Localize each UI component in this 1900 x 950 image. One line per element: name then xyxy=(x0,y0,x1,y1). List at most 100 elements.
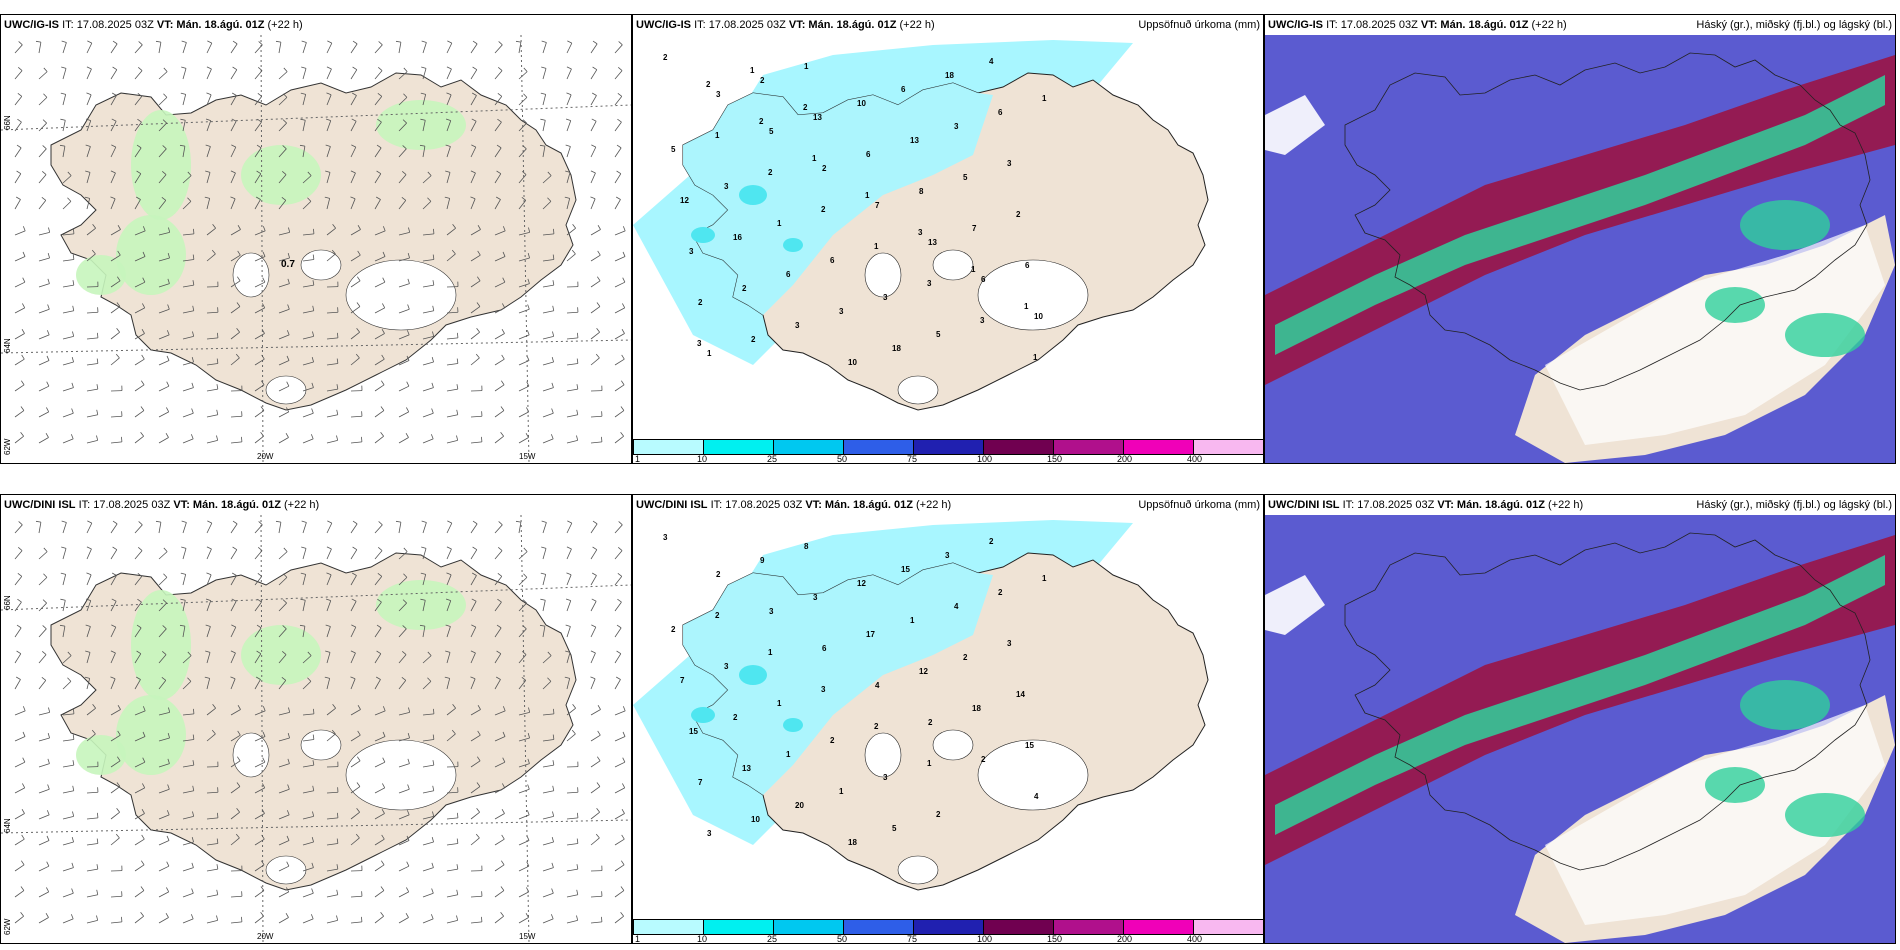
wind-barb xyxy=(324,676,331,690)
wind-barb xyxy=(590,224,601,236)
wind-barb xyxy=(566,307,579,314)
wind-barb xyxy=(542,331,555,340)
wind-barb xyxy=(446,915,459,924)
wind-barb xyxy=(445,118,452,132)
wind-barb xyxy=(420,92,427,106)
low-cloud-band xyxy=(1275,75,1885,355)
lead-time: (+22 h) xyxy=(1531,19,1567,31)
wind-barb xyxy=(566,761,579,768)
precip-value-label: 3 xyxy=(1007,639,1012,648)
wind-barb xyxy=(541,40,547,54)
wind-barb xyxy=(494,521,503,534)
wind-barb xyxy=(446,66,452,80)
wind-barb xyxy=(422,254,435,262)
precip-value-label: 5 xyxy=(936,330,941,339)
precip-value-label: 1 xyxy=(750,66,755,75)
precip-value-label: 6 xyxy=(786,270,791,279)
wind-barb xyxy=(421,66,427,80)
wind-barb xyxy=(38,707,51,716)
wind-barb xyxy=(542,305,555,314)
wind-barb xyxy=(302,914,314,924)
colorbar-label: 25 xyxy=(767,934,778,944)
wind-barb xyxy=(62,837,74,846)
wind-barb xyxy=(230,224,241,236)
cloud-map xyxy=(1265,515,1895,943)
wind-barb xyxy=(86,787,99,794)
wind-barb xyxy=(14,676,21,690)
wind-barb xyxy=(518,835,530,846)
colorbar-swatch xyxy=(773,439,844,455)
wind-barb xyxy=(206,409,219,418)
latitude-label: 66N xyxy=(3,115,12,130)
wind-barb xyxy=(62,171,72,184)
low-cloud-patch xyxy=(1740,680,1830,730)
wind-barb xyxy=(374,731,386,742)
wind-barb xyxy=(446,572,452,586)
wind-barb xyxy=(470,572,477,586)
wind-barb xyxy=(110,704,121,716)
wind-barb xyxy=(158,861,170,872)
wind-barb xyxy=(134,572,143,586)
precip-value-label: 2 xyxy=(698,298,703,307)
wind-barb xyxy=(158,253,170,262)
wind-barb xyxy=(540,92,547,106)
wind-barb xyxy=(494,303,506,314)
precip-core xyxy=(739,185,767,205)
wind-barb xyxy=(590,411,603,418)
wind-barb xyxy=(14,406,25,418)
precip-value-label: 13 xyxy=(742,764,751,773)
wind-barb xyxy=(182,811,195,820)
precip-value-label: 2 xyxy=(936,810,941,819)
wind-barb xyxy=(134,834,145,846)
wind-barb xyxy=(422,811,435,820)
glacier xyxy=(977,259,1089,331)
wind-barb xyxy=(59,624,66,638)
wind-barb xyxy=(278,651,287,664)
wind-barb xyxy=(374,92,383,106)
wind-barb xyxy=(86,520,93,534)
precip-value-label: 18 xyxy=(848,838,857,847)
wind-barb xyxy=(446,546,452,560)
wind-barb xyxy=(14,808,25,820)
wind-barb xyxy=(86,838,99,846)
wind-barb xyxy=(422,708,435,716)
wind-barb xyxy=(182,888,194,898)
wind-barb xyxy=(470,808,480,820)
precip-value-label: 15 xyxy=(1025,741,1034,750)
panel-header: UWC/DINI ISL IT: 17.08.2025 03Z VT: Mán.… xyxy=(1,495,631,515)
wind-barb xyxy=(518,227,531,236)
wind-barb xyxy=(38,119,47,132)
wind-barb xyxy=(254,834,265,846)
wind-barb xyxy=(542,434,554,444)
wind-barb xyxy=(422,171,432,184)
precip-value-label: 2 xyxy=(733,713,738,722)
precip-value-label: 3 xyxy=(795,321,800,330)
colorbar-label: 150 xyxy=(1047,934,1063,944)
wind-barb xyxy=(278,432,289,444)
wind-barb xyxy=(398,887,410,898)
wind-barb xyxy=(470,782,481,794)
lead-time: (+22 h) xyxy=(267,19,303,31)
wind-barb xyxy=(206,435,219,444)
model-name: UWC/IG-IS xyxy=(1268,19,1323,31)
wind-barb xyxy=(422,837,434,846)
precip-core xyxy=(783,238,803,252)
wind-barb xyxy=(398,573,408,586)
wind-barb xyxy=(470,891,483,898)
wind-barb xyxy=(614,170,622,184)
wind-barb xyxy=(134,277,146,288)
glacier xyxy=(232,252,270,298)
precip-value-label: 2 xyxy=(821,205,826,214)
wind-barb xyxy=(325,624,331,638)
valid-time-label: VT: xyxy=(1437,499,1454,511)
wind-barb xyxy=(614,808,625,820)
wind-barb xyxy=(62,677,72,690)
wind-barb xyxy=(158,227,171,236)
wind-barb xyxy=(158,784,170,794)
wind-barb xyxy=(564,676,571,690)
glacier xyxy=(232,732,270,778)
wind-barb xyxy=(541,520,547,534)
wind-barb xyxy=(206,92,212,106)
wind-barb xyxy=(134,354,145,366)
wind-barb xyxy=(614,196,621,210)
